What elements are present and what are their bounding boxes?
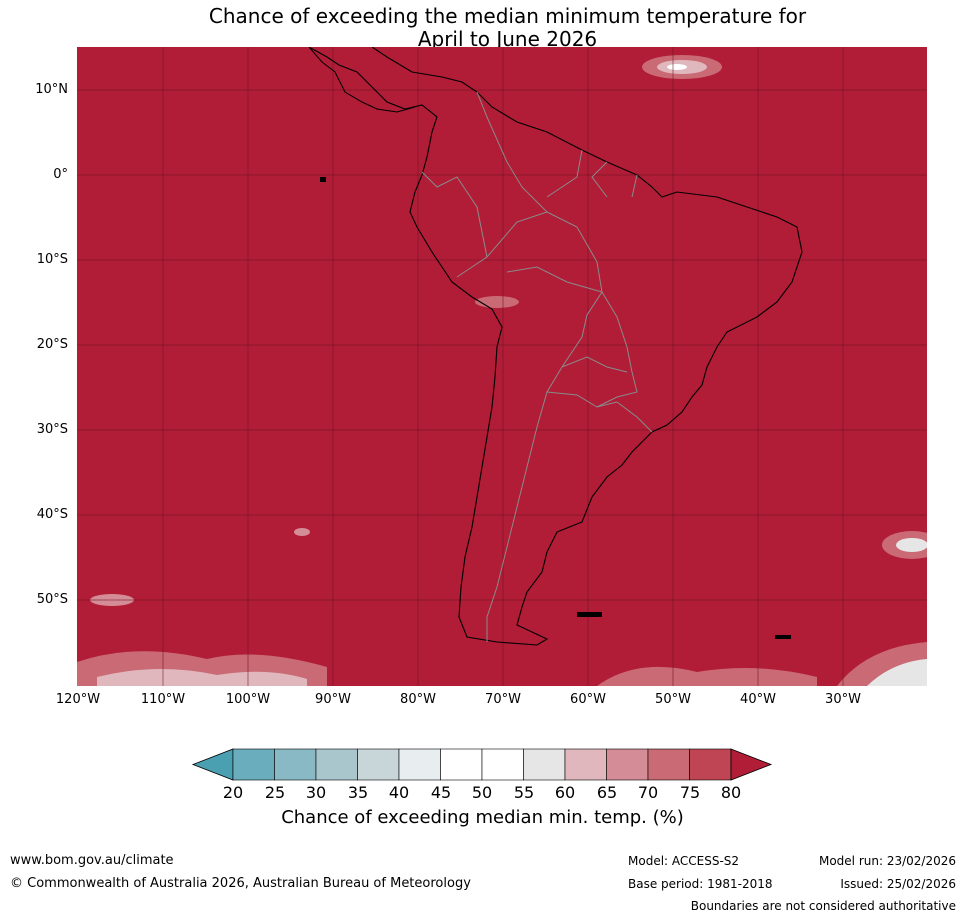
model-name: Model: ACCESS-S2: [628, 854, 740, 868]
lon-label: 120°W: [55, 692, 101, 707]
lat-label: 20°S: [36, 337, 68, 352]
colorbar-tick: 35: [347, 783, 369, 802]
colorbar-segment: [481, 748, 524, 781]
colorbar-segment: [232, 748, 275, 781]
country-borders: [421, 91, 653, 642]
colorbar-segment: [315, 748, 358, 781]
colorbar-tick: 75: [679, 783, 701, 802]
lon-label: 110°W: [140, 692, 186, 707]
colorbar-tick: 80: [720, 783, 742, 802]
colorbar-tick: 70: [637, 783, 659, 802]
colorbar-over-arrow: [730, 748, 773, 781]
colorbar-tick: 55: [513, 783, 535, 802]
colorbar-tick: 45: [430, 783, 452, 802]
lat-label: 10°S: [36, 252, 68, 267]
lon-label: 50°W: [655, 692, 691, 707]
lon-label: 60°W: [570, 692, 606, 707]
colorbar: [191, 748, 773, 781]
colorbar-tick: 20: [222, 783, 244, 802]
lon-label: 100°W: [225, 692, 271, 707]
colorbar-segment: [689, 748, 732, 781]
colorbar-segment: [606, 748, 649, 781]
colorbar-segment: [564, 748, 607, 781]
islands: [320, 177, 791, 639]
model-run-date: Model run: 23/02/2026: [818, 854, 956, 868]
colorbar-segment: [647, 748, 690, 781]
lon-label: 30°W: [825, 692, 861, 707]
lat-label: 10°N: [35, 82, 68, 97]
colorbar-segment: [398, 748, 441, 781]
colorbar-segment: [357, 748, 400, 781]
colorbar-tick: 40: [388, 783, 410, 802]
colorbar-tick: 65: [596, 783, 618, 802]
colorbar-tick: 60: [554, 783, 576, 802]
copyright-text: © Commonwealth of Australia 2026, Austra…: [10, 876, 471, 891]
website-link[interactable]: www.bom.gov.au/climate: [10, 853, 174, 868]
central-america-coastline: [308, 47, 416, 113]
colorbar-tick: 50: [471, 783, 493, 802]
forecast-map: [77, 47, 927, 686]
map-title-line1: Chance of exceeding the median minimum t…: [208, 4, 807, 28]
colorbar-under-arrow: [191, 748, 234, 781]
lat-label: 0°: [53, 167, 68, 182]
continent-coastline: [308, 47, 803, 646]
colorbar-segment: [440, 748, 483, 781]
colorbar-segment: [274, 748, 317, 781]
colorbar-tick: 25: [264, 783, 286, 802]
lat-label: 30°S: [36, 422, 68, 437]
colorbar-segment: [523, 748, 566, 781]
base-period: Base period: 1981-2018: [628, 877, 773, 891]
lon-label: 80°W: [400, 692, 436, 707]
lon-label: 40°W: [740, 692, 776, 707]
lon-label: 70°W: [485, 692, 521, 707]
boundaries-disclaimer: Boundaries are not considered authoritat…: [690, 899, 956, 913]
map-background: [77, 47, 927, 686]
colorbar-tick: 30: [305, 783, 327, 802]
lat-label: 50°S: [36, 592, 68, 607]
colorbar-label: Chance of exceeding median min. temp. (%…: [281, 807, 684, 828]
graticule: [77, 47, 927, 686]
map-title-line2: April to June 2026: [417, 27, 598, 51]
lat-label: 40°S: [36, 507, 68, 522]
lon-label: 90°W: [315, 692, 351, 707]
issued-date: Issued: 25/02/2026: [840, 877, 956, 891]
probability-contours: [77, 55, 927, 686]
